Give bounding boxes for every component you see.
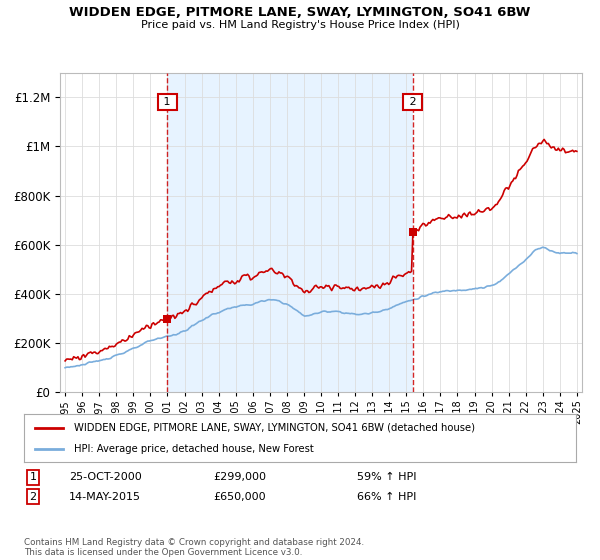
Bar [167,73,413,392]
Text: £299,000: £299,000 [213,472,266,482]
Text: 14-MAY-2015: 14-MAY-2015 [69,492,141,502]
Text: 2: 2 [29,492,37,502]
Text: 2: 2 [406,97,419,108]
Text: 66% ↑ HPI: 66% ↑ HPI [357,492,416,502]
Text: WIDDEN EDGE, PITMORE LANE, SWAY, LYMINGTON, SO41 6BW: WIDDEN EDGE, PITMORE LANE, SWAY, LYMINGT… [70,6,530,18]
Text: Price paid vs. HM Land Registry's House Price Index (HPI): Price paid vs. HM Land Registry's House … [140,20,460,30]
Text: WIDDEN EDGE, PITMORE LANE, SWAY, LYMINGTON, SO41 6BW (detached house): WIDDEN EDGE, PITMORE LANE, SWAY, LYMINGT… [74,423,475,433]
Text: 1: 1 [160,97,175,108]
Text: 25-OCT-2000: 25-OCT-2000 [69,472,142,482]
Text: 59% ↑ HPI: 59% ↑ HPI [357,472,416,482]
Text: HPI: Average price, detached house, New Forest: HPI: Average price, detached house, New … [74,444,313,454]
Text: 1: 1 [29,472,37,482]
Text: Contains HM Land Registry data © Crown copyright and database right 2024.
This d: Contains HM Land Registry data © Crown c… [24,538,364,557]
Text: £650,000: £650,000 [213,492,266,502]
